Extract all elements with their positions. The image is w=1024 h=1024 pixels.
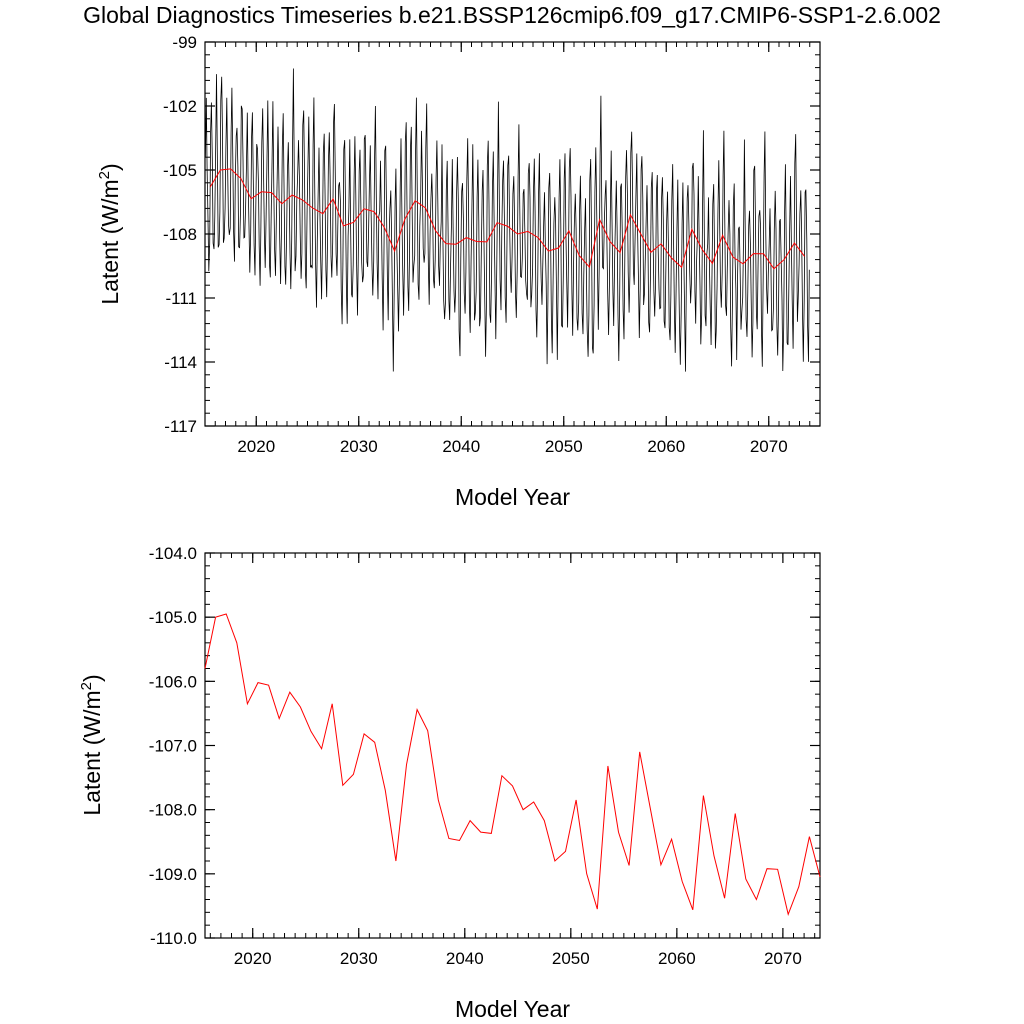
x-tick-label: 2060 (647, 437, 685, 456)
y-tick-label: -107.0 (149, 737, 197, 756)
y-axis-title: Latent (W/m2) (96, 163, 123, 304)
annual-mean-line-top (209, 168, 805, 270)
y-tick-label: -117 (164, 417, 197, 436)
y-tick-label: -111 (165, 289, 197, 308)
x-axis-title: Model Year (455, 484, 570, 510)
y-axis-title: Latent (W/m2) (78, 674, 105, 815)
y-tick-label: -110.0 (150, 929, 197, 948)
y-tick-label: -114 (164, 353, 197, 372)
x-tick-label: 2040 (442, 437, 480, 456)
plot-frame (204, 552, 821, 939)
bottom-panel: 2020 2030 2040 2050 2060 2070 -110.0 -109.0 -108… (78, 544, 821, 1022)
y-tick-label: -105.0 (149, 608, 197, 627)
y-tick-label: -106.0 (149, 672, 197, 691)
y-tick-label: -109.0 (149, 865, 197, 884)
x-tick-label: 2050 (545, 437, 583, 456)
y-tick-label: -108.0 (149, 801, 197, 820)
x-tick-label: 2030 (340, 949, 378, 968)
y-tick-label: -99 (172, 33, 197, 52)
y-tick-label: -105 (163, 161, 197, 180)
y-tick-label: -104.0 (149, 544, 197, 563)
x-tick-label: 2050 (552, 949, 590, 968)
monthly-line (205, 68, 810, 372)
y-tick-label: -108 (163, 225, 197, 244)
x-tick-label: 2030 (340, 437, 378, 456)
x-tick-label: 2020 (234, 949, 272, 968)
x-axis-title: Model Year (455, 996, 570, 1022)
x-tick-label: 2060 (658, 949, 696, 968)
chart-title: Global Diagnostics Timeseries b.e21.BSSP… (83, 2, 941, 28)
top-panel: 2020 2030 2040 2050 2060 2070 -117 -114 -111 -108… (96, 33, 821, 510)
x-tick-label: 2070 (764, 949, 802, 968)
y-tick-label: -102 (163, 97, 197, 116)
x-tick-label: 2070 (750, 437, 788, 456)
x-tick-label: 2040 (446, 949, 484, 968)
annual-mean-line (204, 613, 821, 916)
x-tick-label: 2020 (237, 437, 275, 456)
